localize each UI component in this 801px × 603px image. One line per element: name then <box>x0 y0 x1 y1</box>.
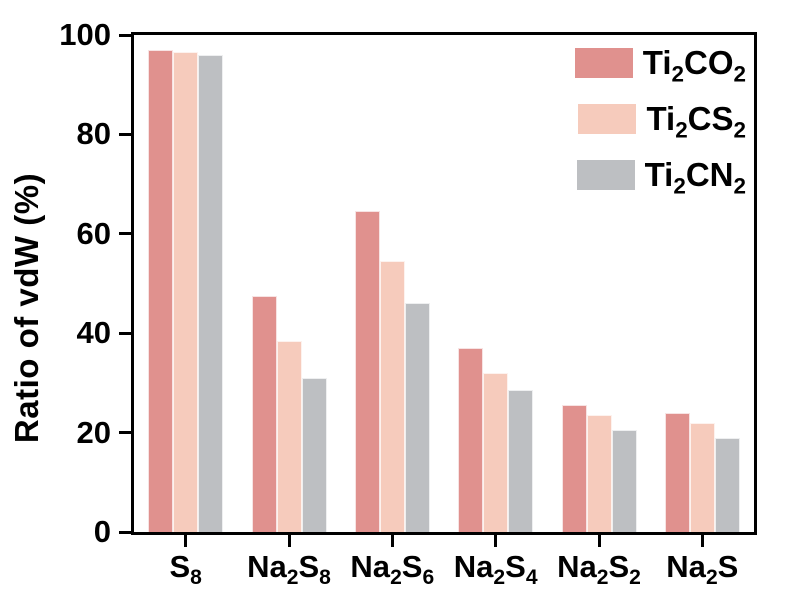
legend-label: Ti2CN2 <box>644 156 746 199</box>
bar <box>173 52 199 532</box>
plot-inner: Ti2CO2 Ti2CS2 Ti2CN2 0 20 40 60 80 100 S8 Na2S8 Na… <box>59 18 754 589</box>
y-tick <box>119 331 131 335</box>
bar <box>508 390 534 532</box>
bar <box>483 372 509 532</box>
y-tick-label: 40 <box>76 315 111 351</box>
bar <box>458 348 484 532</box>
x-tick <box>184 535 188 547</box>
legend-label: Ti2CS2 <box>646 100 746 143</box>
x-tick <box>287 535 291 547</box>
y-tick-label: 80 <box>76 116 111 152</box>
y-tick <box>119 132 131 136</box>
x-category-label: S8 <box>169 549 202 590</box>
legend-row: Ti2CN2 <box>575 156 746 199</box>
bar <box>689 422 715 532</box>
bar <box>251 295 277 532</box>
plot-area: Ti2CO2 Ti2CS2 Ti2CN2 0 20 40 60 80 100 S8 Na2S8 Na… <box>59 18 757 589</box>
x-tick <box>494 535 498 547</box>
bar <box>148 49 174 532</box>
bar <box>301 377 327 532</box>
y-tick <box>119 33 131 37</box>
x-category-label: Na2S8 <box>247 549 331 590</box>
y-tick-label: 20 <box>76 414 111 450</box>
legend-row: Ti2CS2 <box>575 100 746 143</box>
bar <box>404 303 430 532</box>
legend-row: Ti2CO2 <box>574 44 746 87</box>
y-tick-label: 60 <box>76 215 111 251</box>
legend-swatch <box>576 160 635 190</box>
bar <box>379 261 405 532</box>
bar <box>611 430 637 532</box>
legend-label: Ti2CO2 <box>642 44 746 87</box>
x-tick <box>597 535 601 547</box>
bar <box>714 437 740 532</box>
x-category-label: Na2S2 <box>557 549 641 590</box>
y-tick <box>119 530 131 534</box>
bar <box>198 54 224 532</box>
legend: Ti2CO2 Ti2CS2 Ti2CN2 <box>574 44 746 199</box>
bar <box>586 415 612 532</box>
x-category-label: Na2S6 <box>350 549 435 590</box>
legend-swatch <box>574 48 633 78</box>
y-tick <box>119 431 131 435</box>
bar <box>276 340 302 532</box>
x-category-label: Na2S4 <box>453 549 538 590</box>
y-tick <box>119 232 131 236</box>
bar <box>664 412 690 532</box>
x-tick <box>390 535 394 547</box>
bar <box>354 211 380 532</box>
legend-swatch <box>578 104 637 134</box>
bar <box>561 405 587 532</box>
x-tick <box>700 535 704 547</box>
y-tick-label: 0 <box>93 514 111 549</box>
y-tick-label: 100 <box>59 17 111 52</box>
x-category-label: Na2S <box>666 549 739 590</box>
y-axis-label: Ratio of vdW (%) <box>8 172 45 444</box>
